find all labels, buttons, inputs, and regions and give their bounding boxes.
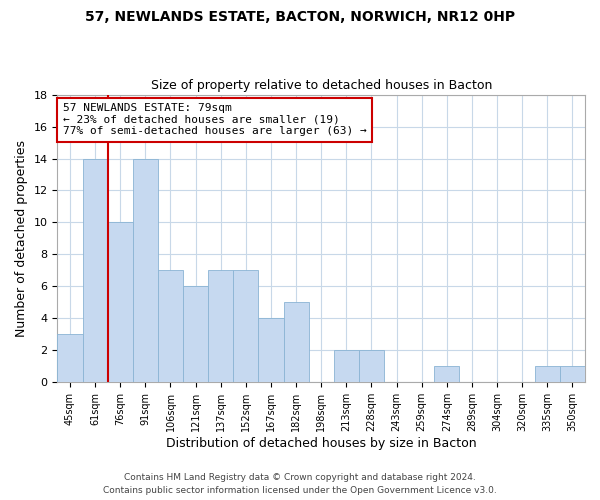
Bar	[133, 158, 158, 382]
Title: Size of property relative to detached houses in Bacton: Size of property relative to detached ho…	[151, 79, 492, 92]
Bar	[107, 222, 133, 382]
Y-axis label: Number of detached properties: Number of detached properties	[15, 140, 28, 337]
Bar	[83, 158, 107, 382]
Bar	[434, 366, 460, 382]
Bar	[334, 350, 359, 382]
Bar	[233, 270, 259, 382]
Text: Contains HM Land Registry data © Crown copyright and database right 2024.
Contai: Contains HM Land Registry data © Crown c…	[103, 474, 497, 495]
Bar	[284, 302, 308, 382]
Text: 57, NEWLANDS ESTATE, BACTON, NORWICH, NR12 0HP: 57, NEWLANDS ESTATE, BACTON, NORWICH, NR…	[85, 10, 515, 24]
Bar	[208, 270, 233, 382]
Bar	[535, 366, 560, 382]
Bar	[183, 286, 208, 382]
Bar	[359, 350, 384, 382]
X-axis label: Distribution of detached houses by size in Bacton: Distribution of detached houses by size …	[166, 437, 476, 450]
Bar	[560, 366, 585, 382]
Bar	[58, 334, 83, 382]
Bar	[158, 270, 183, 382]
Text: 57 NEWLANDS ESTATE: 79sqm
← 23% of detached houses are smaller (19)
77% of semi-: 57 NEWLANDS ESTATE: 79sqm ← 23% of detac…	[62, 103, 367, 136]
Bar	[259, 318, 284, 382]
